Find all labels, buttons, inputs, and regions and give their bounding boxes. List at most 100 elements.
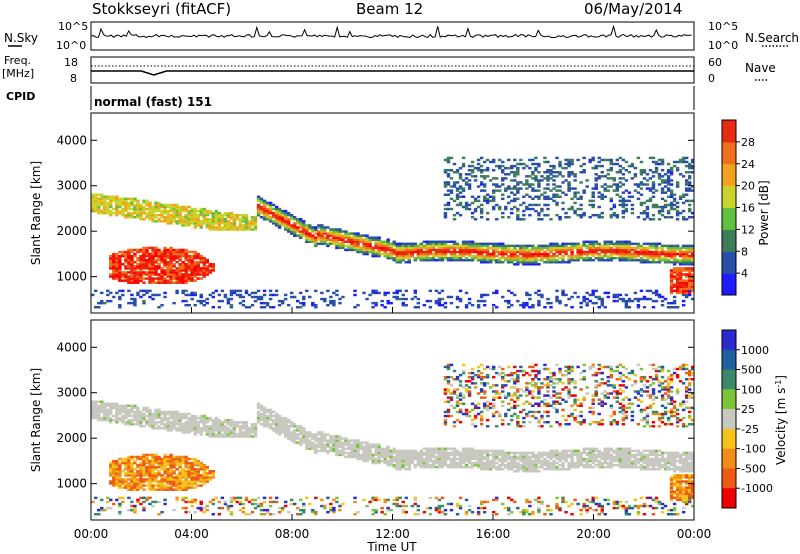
velocity-cell (145, 453, 149, 457)
power-cell (579, 246, 583, 250)
velocity-cell (109, 410, 113, 414)
power-cell (458, 201, 463, 205)
power-cell (395, 258, 399, 262)
velocity-cell (229, 431, 234, 434)
velocity-cell (163, 463, 167, 467)
power-cell (603, 183, 607, 186)
power-cell (124, 199, 128, 203)
power-cell (127, 205, 131, 209)
power-cell (211, 224, 216, 227)
power-cell (106, 293, 110, 297)
power-cell (410, 244, 415, 248)
velocity-cell (148, 488, 152, 491)
velocity-cell (142, 496, 146, 500)
power-cell (519, 244, 523, 248)
velocity-cell (235, 500, 240, 504)
power-cell (341, 236, 345, 239)
power-cell (293, 234, 297, 237)
power-cell (422, 244, 427, 248)
power-cell (169, 261, 173, 264)
velocity-cell (302, 431, 306, 434)
velocity-cell (148, 410, 152, 414)
power-cell (534, 256, 538, 260)
power-cell (528, 195, 532, 198)
power-cell (690, 297, 695, 301)
power-cell (181, 220, 185, 223)
power-cell (184, 209, 188, 213)
power-cell (148, 275, 152, 278)
velocity-cell (133, 476, 137, 479)
power-cell (525, 175, 529, 178)
power-cell (356, 236, 360, 239)
power-cell (491, 291, 496, 295)
power-cell (528, 213, 532, 217)
velocity-cell (175, 459, 179, 463)
power-cell (675, 273, 680, 276)
power-cell (332, 232, 336, 235)
velocity-cell (296, 506, 300, 510)
power-cell (308, 234, 312, 237)
power-cell (645, 254, 650, 258)
power-cell (455, 195, 460, 198)
power-cell (657, 175, 662, 178)
velocity-cell (94, 402, 98, 405)
power-cell (100, 291, 104, 295)
velocity-cell (241, 425, 246, 428)
power-cell (585, 303, 589, 307)
power-cell (332, 242, 336, 246)
velocity-cell (115, 470, 119, 473)
power-cell (633, 166, 638, 170)
velocity-cell (199, 461, 203, 465)
power-cell (639, 181, 644, 184)
power-cell (163, 291, 167, 295)
power-cell (645, 199, 650, 203)
power-cell (482, 303, 487, 307)
power-cell (202, 258, 206, 262)
velocity-cell (187, 470, 191, 473)
velocity-cell (389, 463, 393, 467)
power-cell (271, 211, 276, 215)
velocity-cell (181, 459, 185, 463)
power-cell (443, 250, 448, 254)
power-cell (166, 254, 170, 258)
power-cell (684, 244, 689, 248)
power-cell (323, 232, 327, 235)
velocity-cell (320, 445, 324, 448)
power-cell (172, 216, 176, 219)
velocity-cell (241, 427, 246, 430)
power-cell (458, 166, 463, 170)
power-cell (455, 306, 460, 309)
power-cell (666, 250, 671, 254)
power-cell (97, 211, 101, 215)
velocity-cell (145, 498, 149, 502)
velocity-cell (226, 427, 231, 430)
power-cell (317, 230, 321, 233)
velocity-cell (283, 416, 288, 420)
power-cell (476, 195, 481, 198)
power-cell (190, 220, 194, 223)
power-cell (148, 254, 152, 258)
power-cell (485, 248, 490, 252)
power-cell (522, 201, 526, 205)
power-cell (115, 273, 119, 276)
power-cell (690, 281, 695, 284)
power-cell (491, 189, 496, 192)
power-cell (437, 303, 442, 307)
power-cell (543, 187, 547, 190)
power-cell (377, 254, 381, 258)
power-cell (205, 297, 209, 301)
velocity-cell (181, 498, 185, 502)
power-cell (124, 252, 128, 256)
power-cell (268, 205, 273, 209)
power-cell (211, 211, 216, 215)
velocity-cell (127, 470, 131, 473)
power-cell (546, 258, 550, 262)
power-cell (223, 222, 228, 225)
power-cell (296, 234, 300, 237)
power-cell (193, 207, 197, 211)
power-cell (94, 199, 98, 203)
power-cell (112, 207, 116, 211)
velocity-cell (109, 498, 113, 502)
power-cell (443, 168, 448, 172)
power-cell (609, 177, 613, 180)
